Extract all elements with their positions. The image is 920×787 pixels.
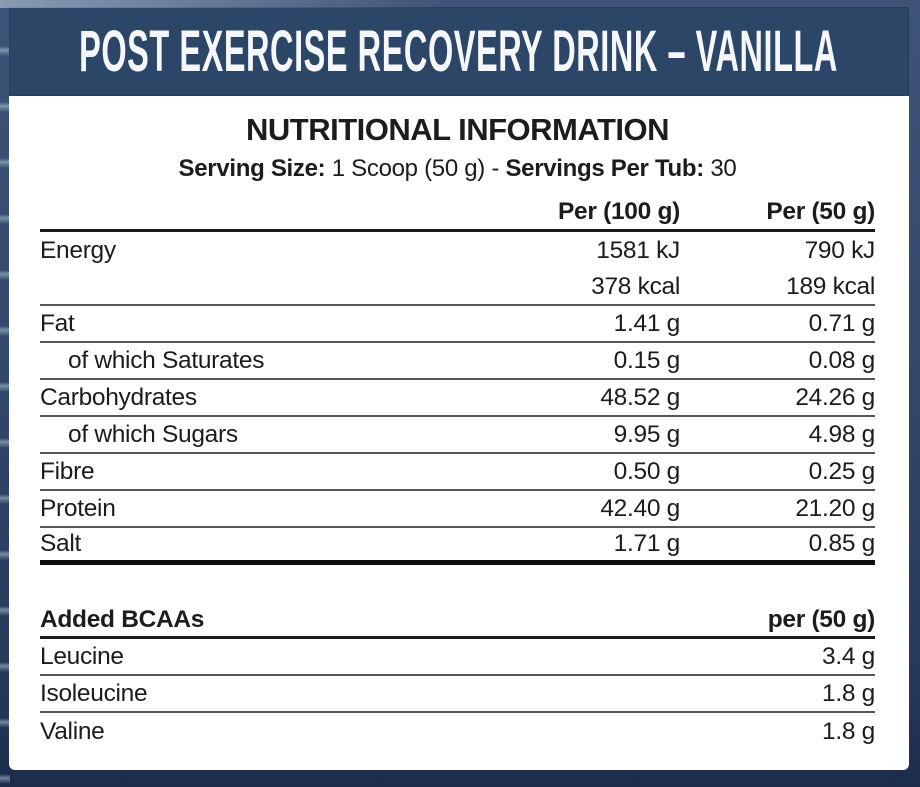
amino-acid-value: 1.8 g (822, 717, 875, 745)
nutrition-row: of which Sugars 9.95 g 4.98 g (40, 417, 875, 454)
per-50g-value: 4.98 g (808, 420, 876, 448)
bcaa-row: Isoleucine 1.8 g (40, 676, 875, 713)
bcaa-row: Leucine 3.4 g (40, 639, 875, 676)
nutrition-row: Energy 1581 kJ 790 kJ (40, 232, 875, 269)
bcaa-title: Added BCAAs (40, 606, 205, 633)
per-50g-column-header: Per (50 g) (766, 198, 875, 225)
nutrient-label: Protein (40, 494, 116, 522)
bcaa-table-header: Added BCAAs per (50 g) (40, 606, 875, 639)
per-50g-value: 24.26 g (795, 383, 875, 411)
bcaa-row: Valine 1.8 g (40, 713, 875, 750)
nutrient-label: Salt (40, 530, 82, 557)
nutrient-label: of which Sugars (68, 420, 238, 448)
per-50g-value: 0.08 g (808, 346, 876, 374)
serving-size-value: 1 Scoop (50 g) (331, 155, 486, 182)
bcaa-table: Added BCAAs per (50 g) Leucine 3.4 g Isole… (40, 606, 875, 750)
nutrient-label: Fat (40, 309, 75, 337)
nutrition-table-header: Per (100 g) Per (50 g) (40, 198, 875, 232)
per-100g-value: 1.71 g (613, 530, 681, 557)
nutrition-row: Protein 42.40 g 21.20 g (40, 491, 875, 528)
per-100g-value: 1.41 g (613, 309, 681, 337)
per-100g-value: 0.15 g (613, 346, 681, 374)
servings-per-tub-value: 30 (710, 155, 737, 182)
nutrition-row: Fat 1.41 g 0.71 g (40, 306, 875, 343)
nutrient-label: Energy (40, 236, 116, 264)
amino-acid-label: Valine (40, 717, 105, 745)
per-50g-value: 21.20 g (795, 494, 875, 522)
serving-size-label: Serving Size: (178, 155, 326, 182)
product-title: POST EXERCISE RECOVERY DRINK – VANILLA (79, 19, 839, 84)
amino-acid-value: 3.4 g (822, 642, 875, 670)
nutrient-label: Carbohydrates (40, 383, 197, 411)
nutrition-row: Salt 1.71 g 0.85 g (40, 528, 875, 565)
nutrition-table: Per (100 g) Per (50 g) Energy 1581 kJ 790 … (40, 198, 875, 565)
per-50g-value: 790 kJ (804, 236, 876, 264)
per-100g-value: 378 kcal (591, 272, 680, 300)
per-100g-value: 48.52 g (600, 383, 680, 411)
per-100g-value: 1581 kJ (596, 236, 680, 264)
nutrition-row: 378 kcal 189 kcal (40, 269, 875, 306)
product-title-banner: POST EXERCISE RECOVERY DRINK – VANILLA (9, 7, 909, 96)
servings-per-tub-label: Servings Per Tub: (505, 155, 704, 182)
per-100g-value: 42.40 g (600, 494, 680, 522)
amino-acid-label: Isoleucine (40, 679, 148, 707)
per-100g-value: 0.50 g (613, 457, 681, 485)
nutrition-row: Carbohydrates 48.52 g 24.26 g (40, 380, 875, 417)
nutrition-row: of which Saturates 0.15 g 0.08 g (40, 343, 875, 380)
per-50g-value: 0.71 g (808, 309, 876, 337)
nutrition-row: Fibre 0.50 g 0.25 g (40, 454, 875, 491)
per-50g-value: 0.25 g (808, 457, 876, 485)
per-50g-value: 189 kcal (786, 272, 875, 300)
per-100g-column-header: Per (100 g) (558, 198, 680, 225)
serving-info: Serving Size: 1 Scoop (50 g) - Servings … (40, 155, 875, 183)
amino-acid-label: Leucine (40, 642, 124, 670)
per-100g-value: 9.95 g (613, 420, 681, 448)
serving-separator: - (491, 155, 500, 182)
bcaa-table-rows: Leucine 3.4 g Isoleucine 1.8 g Valine 1.8 g (40, 639, 875, 750)
nutrient-label: Fibre (40, 457, 95, 485)
per-50g-value: 0.85 g (808, 530, 876, 557)
label-body: NUTRITIONAL INFORMATION Serving Size: 1 … (9, 96, 909, 770)
nutrient-label: of which Saturates (68, 346, 265, 374)
nutrition-table-rows: Energy 1581 kJ 790 kJ 378 kcal 189 kcal Fat 1.… (40, 232, 875, 565)
nutritional-information-title: NUTRITIONAL INFORMATION (245, 112, 670, 147)
amino-acid-value: 1.8 g (822, 679, 875, 707)
bcaa-per-50g-column-header: per (50 g) (767, 606, 876, 633)
